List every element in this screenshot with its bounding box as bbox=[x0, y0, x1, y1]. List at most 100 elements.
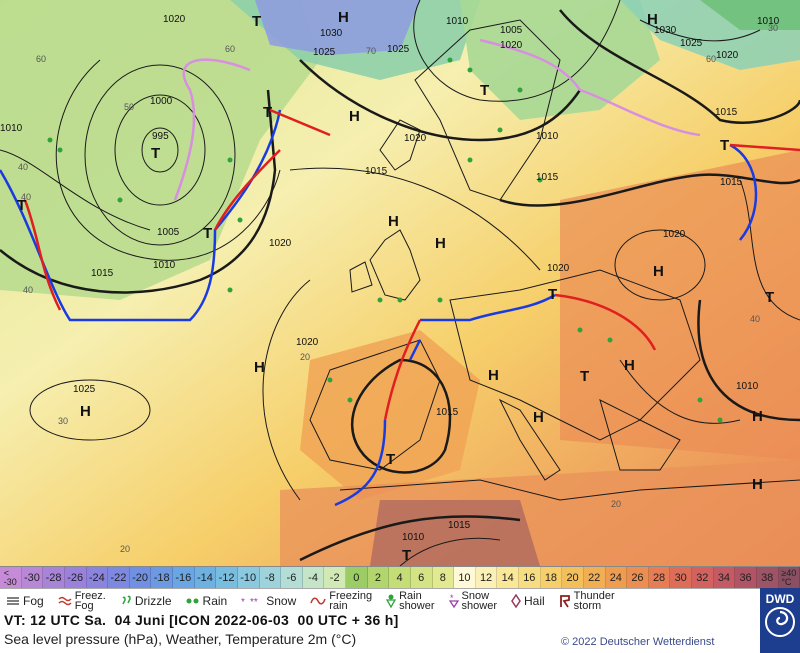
rain-icon bbox=[186, 598, 199, 604]
cool-atlantic-region bbox=[0, 0, 320, 300]
pressure-label: 995 bbox=[152, 131, 169, 142]
pressure-label: 1025 bbox=[387, 44, 410, 55]
center-label: T bbox=[17, 197, 26, 214]
temp-label: 70 bbox=[366, 46, 376, 56]
pressure-label: 1000 bbox=[150, 96, 173, 107]
scale-cell: 20 bbox=[562, 567, 584, 589]
warm-front bbox=[23, 199, 62, 311]
weather-legend: Fog Freez. Fog Drizzle Rain * ** Snow Fre… bbox=[0, 588, 760, 613]
center-label: H bbox=[80, 403, 91, 420]
scale-cell: -10 bbox=[237, 567, 260, 589]
scale-cell: -24 bbox=[86, 567, 109, 589]
scale-cell: 28 bbox=[648, 567, 671, 589]
snow-icon: * ** bbox=[241, 597, 258, 607]
scale-cell: 8 bbox=[432, 567, 455, 589]
warm-front bbox=[729, 143, 800, 152]
warm-front bbox=[383, 319, 422, 421]
scale-cell: ≥40 °C bbox=[778, 567, 800, 589]
center-label: H bbox=[653, 263, 664, 280]
scale-cell: 36 bbox=[735, 567, 757, 589]
valid-time: VT: 12 UTC Sa. 04 Juni [ICON 2022-06-03 … bbox=[4, 612, 399, 628]
pressure-label: 1020 bbox=[404, 133, 427, 144]
center-label: H bbox=[752, 476, 763, 493]
scale-cell: -4 bbox=[302, 567, 325, 589]
dwd-logo-text: DWD bbox=[765, 592, 795, 606]
legend-freezing-rain-label: Freezing rain bbox=[329, 590, 373, 612]
temp-label: 20 bbox=[611, 499, 621, 509]
thunderstorm-icon bbox=[559, 595, 570, 608]
scale-cell: -12 bbox=[216, 567, 238, 589]
snow-shower-icon: * bbox=[448, 594, 459, 608]
warm-east-region bbox=[560, 150, 800, 460]
warm-front bbox=[554, 293, 657, 351]
occluded-front bbox=[173, 58, 251, 201]
center-label: T bbox=[402, 547, 411, 564]
scale-cell: -18 bbox=[151, 567, 173, 589]
legend-fog-label: Fog bbox=[23, 594, 44, 608]
dwd-logo: DWD bbox=[760, 588, 800, 653]
dwd-swirl-icon bbox=[765, 607, 795, 637]
pressure-label: 1005 bbox=[157, 227, 180, 238]
pressure-label: 1020 bbox=[663, 229, 686, 240]
scale-cell: -2 bbox=[324, 567, 346, 589]
center-label: T bbox=[480, 82, 489, 99]
scale-cell: 10 bbox=[454, 567, 476, 589]
scale-cell: 2 bbox=[367, 567, 390, 589]
scale-cell: < -30 bbox=[0, 567, 22, 589]
center-label: H bbox=[435, 235, 446, 252]
svg-text:*: * bbox=[450, 594, 454, 603]
pressure-label: 1015 bbox=[436, 407, 459, 418]
svg-text:*: * bbox=[241, 597, 245, 607]
legend-thunderstorm-label: Thunder storm bbox=[573, 590, 615, 612]
temp-label: 60 bbox=[36, 54, 46, 64]
scale-cell: 32 bbox=[692, 567, 714, 589]
center-label: T bbox=[386, 451, 395, 468]
occluded-front bbox=[479, 38, 701, 137]
temp-label: 60 bbox=[225, 44, 235, 54]
rain-shower-icon bbox=[386, 594, 397, 608]
temperature-scale: < -30 -30 -28 -26 -24 -22 -20 -18 -16 -14 -12 -10 -8… bbox=[0, 566, 800, 589]
center-label: H bbox=[624, 357, 635, 374]
legend-hail: Hail bbox=[511, 594, 545, 608]
temp-label: 30 bbox=[768, 23, 778, 33]
weather-symbols bbox=[47, 57, 723, 423]
scale-cell: 26 bbox=[627, 567, 649, 589]
center-label: T bbox=[720, 137, 729, 154]
cold-arctic-region bbox=[255, 0, 420, 55]
scale-cell: 30 bbox=[670, 567, 692, 589]
scale-cell: -28 bbox=[43, 567, 65, 589]
temp-label: 20 bbox=[120, 544, 130, 554]
pressure-label: 1015 bbox=[365, 166, 388, 177]
pressure-label: 1010 bbox=[757, 16, 780, 27]
scale-cell: -30 bbox=[21, 567, 44, 589]
scale-cell: 14 bbox=[497, 567, 519, 589]
legend-freezing-fog: Freez. Fog bbox=[58, 590, 106, 612]
scale-cell: 16 bbox=[519, 567, 541, 589]
pressure-labels: 1020 1030 1025 1010 1005 1020 1030 1025 … bbox=[0, 14, 780, 543]
warm-front bbox=[269, 108, 331, 137]
legend-freezing-rain: Freezing rain bbox=[310, 590, 373, 612]
pressure-label: 1015 bbox=[448, 520, 471, 531]
legend-rain-label: Rain bbox=[202, 594, 228, 608]
pressure-label: 1020 bbox=[296, 337, 319, 348]
temp-label: 60 bbox=[706, 54, 716, 64]
center-label: T bbox=[252, 13, 261, 30]
pressure-label: 1020 bbox=[500, 40, 523, 51]
pressure-label: 1010 bbox=[153, 260, 176, 271]
scale-cell: 38 bbox=[756, 567, 779, 589]
center-label: H bbox=[254, 359, 265, 376]
scale-cell: -22 bbox=[108, 567, 130, 589]
pressure-label: 1030 bbox=[654, 25, 677, 36]
weather-map: 1020 1030 1025 1010 1005 1020 1030 1025 … bbox=[0, 0, 800, 566]
green-arctic-region bbox=[700, 0, 800, 30]
temp-label: 30 bbox=[58, 416, 68, 426]
center-label: H bbox=[647, 11, 658, 28]
legend-hail-label: Hail bbox=[524, 594, 545, 608]
legend-freezing-fog-label: Freez. Fog bbox=[74, 590, 106, 612]
scale-cell: -20 bbox=[129, 567, 152, 589]
svg-text:**: ** bbox=[250, 597, 258, 607]
center-label: H bbox=[752, 408, 763, 425]
scale-cell: -14 bbox=[194, 567, 217, 589]
pressure-label: 1020 bbox=[269, 238, 292, 249]
legend-rain-shower-label: Rain shower bbox=[399, 590, 435, 612]
